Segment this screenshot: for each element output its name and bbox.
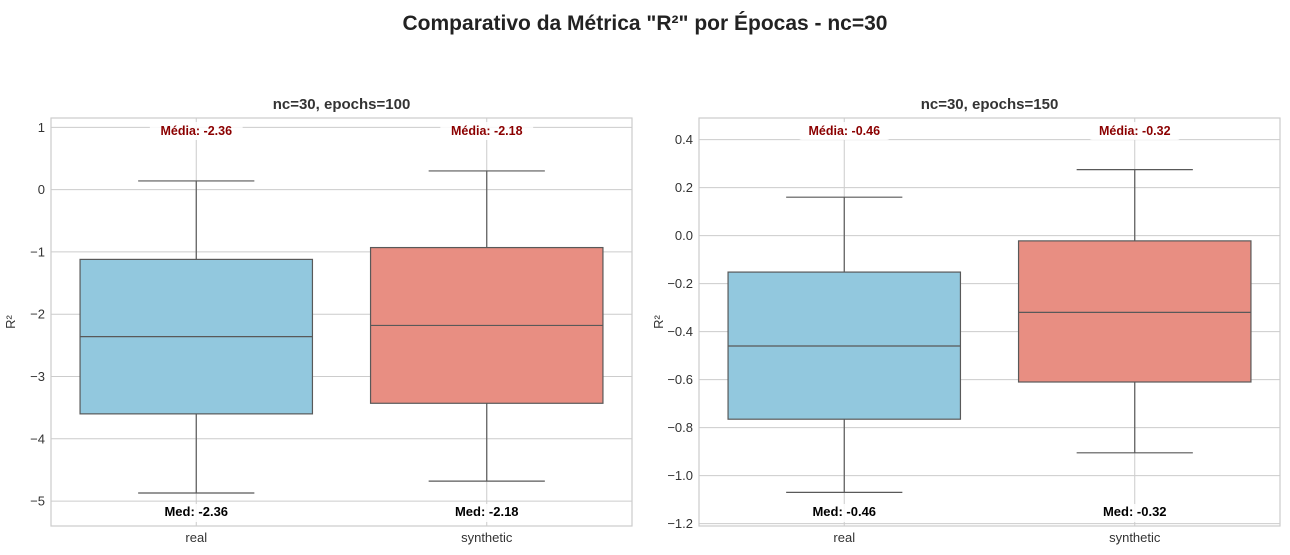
y-tick-label: −3: [30, 369, 45, 384]
mean-label-bg: [149, 122, 243, 140]
y-tick-label: −1.2: [667, 516, 693, 531]
subplot-title: nc=30, epochs=150: [921, 96, 1059, 113]
y-axis-label: R²: [3, 314, 18, 328]
mean-label: Média: -2.18: [451, 124, 523, 138]
median-label: Med: -2.18: [455, 504, 519, 519]
subplot-title: nc=30, epochs=100: [273, 96, 411, 113]
mean-label: Média: -2.36: [160, 124, 232, 138]
y-tick-label: −0.4: [667, 324, 693, 339]
mean-label: Média: -0.32: [1099, 124, 1171, 138]
y-tick-label: −0.2: [667, 276, 693, 291]
y-tick-label: 0: [38, 182, 45, 197]
figure-title: Comparativo da Métrica "R²" por Épocas -…: [403, 12, 888, 35]
plot-frame: [698, 117, 1281, 527]
x-tick-label: synthetic: [461, 530, 513, 545]
x-tick-label: real: [833, 530, 855, 545]
mean-label-bg: [1088, 122, 1182, 140]
median-label-bg: [155, 504, 238, 522]
y-tick-label: −0.8: [667, 420, 693, 435]
mean-label-bg: [440, 122, 534, 140]
median-label: Med: -0.32: [1103, 504, 1167, 519]
mean-label: Média: -0.46: [808, 124, 880, 138]
y-tick-label: 0.4: [675, 132, 693, 147]
median-label: Med: -0.46: [812, 504, 876, 519]
y-tick-label: −4: [30, 431, 45, 446]
box-synthetic: [1017, 240, 1252, 383]
chart-panel-epochs-150: 0.4 0.2 0.0 −0.2 −0.4 −0.6 −0.8 −1.0 −1.2 Média: …: [651, 96, 1281, 545]
y-tick-label: −1: [30, 244, 45, 259]
x-tick-label: real: [185, 530, 207, 545]
plot-frame: [50, 117, 633, 527]
median-label-bg: [445, 504, 528, 522]
chart-panel-epochs-100: 1 0 −1 −2 −3 −4 −5 Média: -2.36 Med: -2.36 real Mé…: [3, 96, 633, 545]
y-tick-label: −5: [30, 494, 45, 509]
y-tick-label: 0.0: [675, 228, 693, 243]
y-tick-label: −0.6: [667, 372, 693, 387]
y-tick-label: −1.0: [667, 468, 693, 483]
median-label-bg: [803, 504, 886, 522]
y-tick-label: 0.2: [675, 180, 693, 195]
x-tick-label: synthetic: [1109, 530, 1161, 545]
mean-label-bg: [797, 122, 891, 140]
y-tick-label: −2: [30, 307, 45, 322]
y-axis-label: R²: [651, 314, 666, 328]
median-label-bg: [1093, 504, 1176, 522]
y-tick-label: 1: [38, 120, 45, 135]
median-label: Med: -2.36: [164, 504, 228, 519]
